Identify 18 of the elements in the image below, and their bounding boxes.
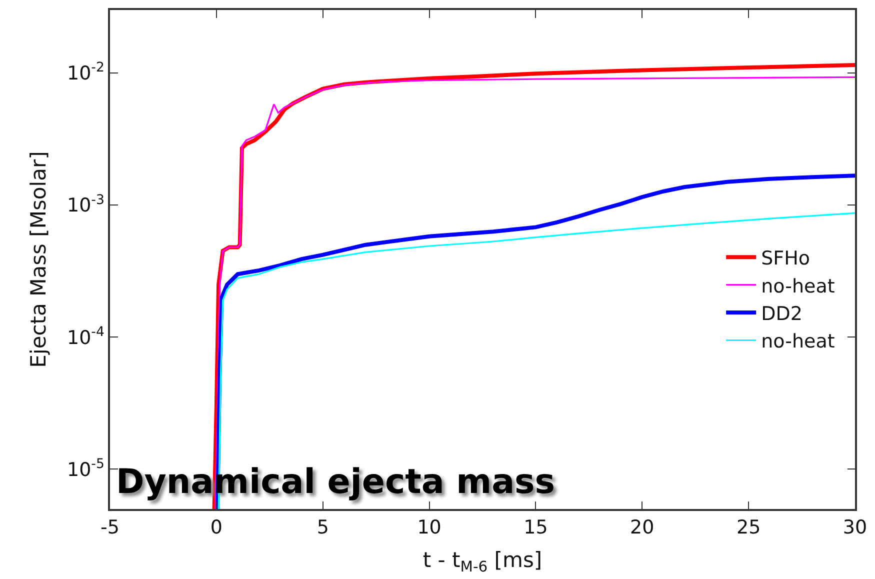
- x-tick-label: 0: [210, 516, 222, 539]
- x-tick-label: 5: [316, 516, 329, 539]
- y-tick-label: 10$^{-2}$: [66, 60, 104, 85]
- x-axis-title: t - t$_{M-6}$ [ms]: [422, 548, 542, 576]
- legend-label: no-heat: [761, 330, 835, 353]
- x-tick-label: 20: [630, 516, 654, 539]
- x-tick-label: 30: [842, 516, 868, 539]
- x-tick-label: 15: [524, 516, 548, 539]
- x-tick-label: 25: [736, 516, 761, 539]
- legend-label: no-heat: [761, 275, 835, 298]
- y-axis-title: Ejecta Mass [Msolar]: [26, 151, 51, 368]
- y-tick-label: 10$^{-4}$: [66, 324, 104, 349]
- x-tick-label: -5: [100, 516, 120, 539]
- y-tick-label: 10$^{-5}$: [66, 456, 104, 481]
- x-tick-label: 10: [417, 516, 442, 539]
- legend-label: DD2: [761, 302, 802, 325]
- legend-label: SFHo: [761, 248, 810, 270]
- y-tick-label: 10$^{-3}$: [66, 192, 104, 217]
